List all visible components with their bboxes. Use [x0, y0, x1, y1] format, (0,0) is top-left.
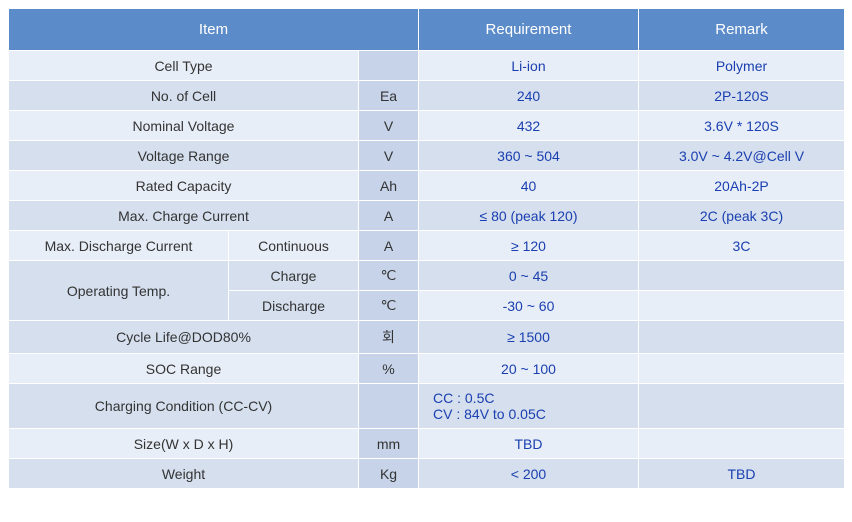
cell-req: 20 ~ 100	[419, 354, 639, 384]
cell-remark	[639, 354, 845, 384]
cell-unit: %	[359, 354, 419, 384]
cell-remark	[639, 384, 845, 429]
cell-req: ≥ 120	[419, 231, 639, 261]
spec-table: Item Requirement Remark Cell Type Li-ion…	[8, 8, 845, 489]
cell-item: Nominal Voltage	[9, 111, 359, 141]
cell-item: Cycle Life@DOD80%	[9, 321, 359, 354]
cell-item: Max. Charge Current	[9, 201, 359, 231]
cell-req: CC : 0.5C CV : 84V to 0.05C	[419, 384, 639, 429]
cell-req: Li-ion	[419, 51, 639, 81]
cell-unit	[359, 51, 419, 81]
cell-unit: A	[359, 231, 419, 261]
header-row: Item Requirement Remark	[9, 9, 845, 51]
cell-req: 240	[419, 81, 639, 111]
cell-sub: Discharge	[229, 291, 359, 321]
cell-item: SOC Range	[9, 354, 359, 384]
cell-remark: Polymer	[639, 51, 845, 81]
row-no-cell: No. of Cell Ea 240 2P-120S	[9, 81, 845, 111]
cell-item: Cell Type	[9, 51, 359, 81]
row-voltage-range: Voltage Range V 360 ~ 504 3.0V ~ 4.2V@Ce…	[9, 141, 845, 171]
row-cell-type: Cell Type Li-ion Polymer	[9, 51, 845, 81]
cell-unit: Kg	[359, 459, 419, 489]
cell-unit: V	[359, 141, 419, 171]
cell-req: 360 ~ 504	[419, 141, 639, 171]
row-charging-condition: Charging Condition (CC-CV) CC : 0.5C CV …	[9, 384, 845, 429]
cell-unit: V	[359, 111, 419, 141]
cell-item: Charging Condition (CC-CV)	[9, 384, 359, 429]
cell-item: Size(W x D x H)	[9, 429, 359, 459]
cell-unit: A	[359, 201, 419, 231]
cell-unit: ℃	[359, 291, 419, 321]
cell-remark: TBD	[639, 459, 845, 489]
cell-req: 40	[419, 171, 639, 201]
cell-unit: 회	[359, 321, 419, 354]
cell-unit	[359, 384, 419, 429]
cell-unit: mm	[359, 429, 419, 459]
cell-remark	[639, 429, 845, 459]
cell-unit: ℃	[359, 261, 419, 291]
cell-sub: Continuous	[229, 231, 359, 261]
cell-remark: 3.0V ~ 4.2V@Cell V	[639, 141, 845, 171]
cell-req: -30 ~ 60	[419, 291, 639, 321]
cell-req: ≥ 1500	[419, 321, 639, 354]
cell-req: ≤ 80 (peak 120)	[419, 201, 639, 231]
cell-item: Rated Capacity	[9, 171, 359, 201]
row-soc-range: SOC Range % 20 ~ 100	[9, 354, 845, 384]
header-requirement: Requirement	[419, 9, 639, 51]
charging-cv: CV : 84V to 0.05C	[433, 406, 630, 422]
cell-remark: 3.6V * 120S	[639, 111, 845, 141]
row-nominal-voltage: Nominal Voltage V 432 3.6V * 120S	[9, 111, 845, 141]
row-weight: Weight Kg < 200 TBD	[9, 459, 845, 489]
row-op-temp-charge: Operating Temp. Charge ℃ 0 ~ 45	[9, 261, 845, 291]
row-size: Size(W x D x H) mm TBD	[9, 429, 845, 459]
cell-remark	[639, 321, 845, 354]
cell-remark: 2P-120S	[639, 81, 845, 111]
cell-remark: 3C	[639, 231, 845, 261]
cell-req: 0 ~ 45	[419, 261, 639, 291]
row-max-charge-current: Max. Charge Current A ≤ 80 (peak 120) 2C…	[9, 201, 845, 231]
cell-item: Max. Discharge Current	[9, 231, 229, 261]
header-item: Item	[9, 9, 419, 51]
cell-req: < 200	[419, 459, 639, 489]
row-cycle-life: Cycle Life@DOD80% 회 ≥ 1500	[9, 321, 845, 354]
cell-item: Operating Temp.	[9, 261, 229, 321]
cell-unit: Ea	[359, 81, 419, 111]
row-max-discharge-current: Max. Discharge Current Continuous A ≥ 12…	[9, 231, 845, 261]
cell-sub: Charge	[229, 261, 359, 291]
charging-cc: CC : 0.5C	[433, 390, 630, 406]
cell-item: Voltage Range	[9, 141, 359, 171]
row-rated-capacity: Rated Capacity Ah 40 20Ah-2P	[9, 171, 845, 201]
cell-remark: 2C (peak 3C)	[639, 201, 845, 231]
header-remark: Remark	[639, 9, 845, 51]
cell-item: No. of Cell	[9, 81, 359, 111]
cell-item: Weight	[9, 459, 359, 489]
cell-req: 432	[419, 111, 639, 141]
cell-remark	[639, 261, 845, 291]
cell-req: TBD	[419, 429, 639, 459]
cell-remark: 20Ah-2P	[639, 171, 845, 201]
cell-remark	[639, 291, 845, 321]
cell-unit: Ah	[359, 171, 419, 201]
